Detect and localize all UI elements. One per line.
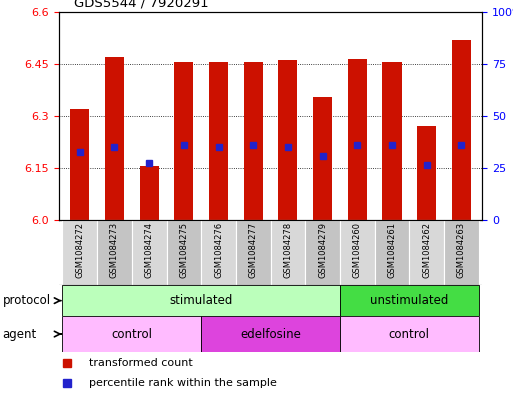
Text: control: control [389,327,430,341]
Text: GSM1084261: GSM1084261 [387,222,397,278]
Bar [63,285,340,316]
Bar [340,285,479,316]
Bar [340,316,479,352]
Bar [452,40,471,220]
Bar [271,220,305,285]
Bar [348,59,367,220]
Bar [201,220,236,285]
Bar [236,220,271,285]
Bar [305,220,340,285]
Bar [132,220,167,285]
Bar [279,61,298,220]
Bar [340,220,374,285]
Text: GSM1084275: GSM1084275 [180,222,188,278]
Bar [140,166,159,220]
Text: unstimulated: unstimulated [370,294,448,307]
Bar [174,62,193,220]
Text: stimulated: stimulated [169,294,233,307]
Text: control: control [111,327,152,341]
Text: GSM1084276: GSM1084276 [214,222,223,278]
Text: GSM1084273: GSM1084273 [110,222,119,278]
Bar [409,220,444,285]
Bar [63,316,201,352]
Text: protocol: protocol [3,294,51,307]
Text: edelfosine: edelfosine [240,327,301,341]
Text: GSM1084277: GSM1084277 [249,222,258,278]
Bar [209,62,228,220]
Text: percentile rank within the sample: percentile rank within the sample [89,378,277,387]
Bar [313,97,332,220]
Text: GSM1084263: GSM1084263 [457,222,466,278]
Text: GSM1084260: GSM1084260 [353,222,362,278]
Bar [70,109,89,220]
Text: GSM1084262: GSM1084262 [422,222,431,278]
Text: GSM1084274: GSM1084274 [145,222,154,278]
Text: transformed count: transformed count [89,358,192,368]
Bar [383,62,402,220]
Text: GDS5544 / 7920291: GDS5544 / 7920291 [74,0,209,10]
Bar [417,126,436,220]
Bar [97,220,132,285]
Text: agent: agent [3,327,37,341]
Text: GSM1084279: GSM1084279 [318,222,327,278]
Bar [244,62,263,220]
Bar [201,316,340,352]
Bar [167,220,201,285]
Text: GSM1084272: GSM1084272 [75,222,84,278]
Text: GSM1084278: GSM1084278 [284,222,292,278]
Bar [374,220,409,285]
Bar [105,57,124,220]
Bar [444,220,479,285]
Bar [63,220,97,285]
